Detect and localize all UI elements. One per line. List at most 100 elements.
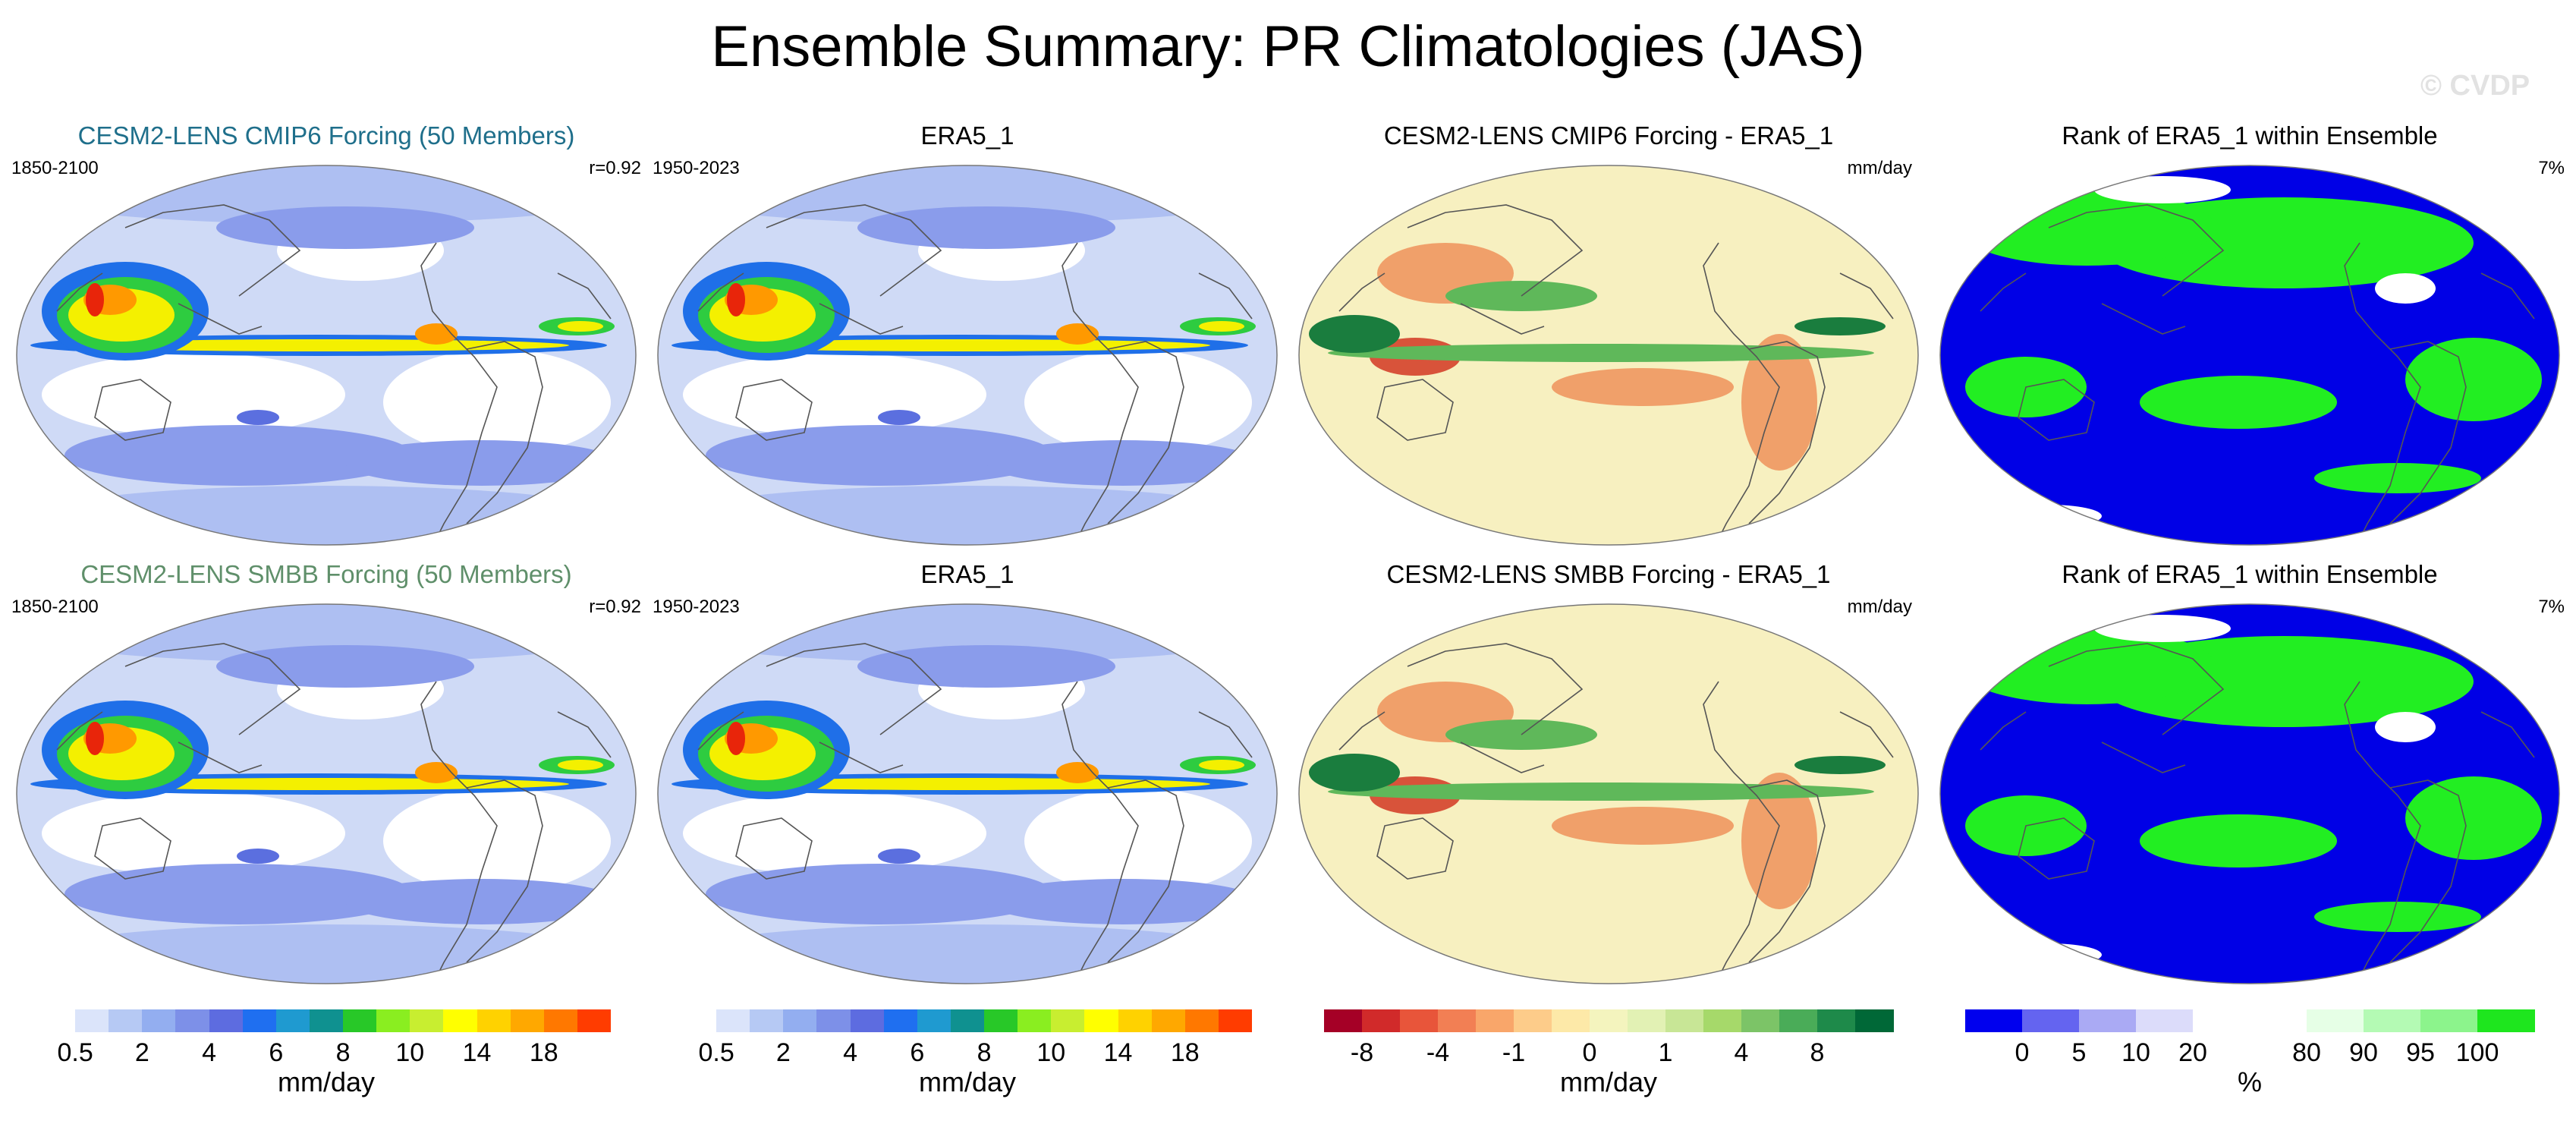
map-border — [16, 165, 637, 546]
coastline — [2344, 681, 2421, 978]
colorbar-swatch — [443, 1009, 478, 1032]
difference-map — [1298, 165, 1919, 546]
dry-bias-region — [1552, 368, 1734, 406]
colorbar-swatch — [175, 1009, 210, 1032]
coastline — [1338, 272, 1386, 312]
coastline — [1198, 711, 1253, 758]
map-fields — [17, 604, 636, 984]
difference-map — [1298, 603, 1919, 984]
atlantic-itcz — [558, 321, 603, 332]
colorbar-swatch — [1552, 1009, 1590, 1032]
panel-title: CESM2-LENS CMIP6 Forcing - ERA5_1 — [1383, 121, 1834, 150]
panel-title: ERA5_1 — [920, 560, 1014, 588]
period-label: 1950-2023 — [653, 158, 740, 178]
precip-map — [657, 165, 1278, 546]
colorbar-swatch — [783, 1009, 817, 1032]
high-rank-region — [2140, 376, 2337, 429]
colorbar-units: % — [2237, 1066, 2262, 1097]
colorbar-swatch — [1817, 1009, 1856, 1032]
monsoon-region — [727, 283, 745, 316]
colorbar-tick-label: 0.5 — [57, 1038, 93, 1067]
coastline — [1460, 742, 1545, 773]
colorbar-swatch — [1514, 1009, 1552, 1032]
colorbar-tick-label: 20 — [2178, 1038, 2207, 1067]
colorbar-tick-label: 4 — [843, 1038, 858, 1067]
wet-bias-band — [1328, 344, 1874, 362]
polar-band — [17, 924, 636, 984]
colorbar-tick-label: 95 — [2406, 1038, 2435, 1067]
colorbar-tick-label: 90 — [2349, 1038, 2378, 1067]
coastline — [1748, 341, 1826, 524]
high-rank-region — [2140, 814, 2337, 868]
colorbar-swatch — [577, 1009, 612, 1032]
dry-bias-region — [1741, 334, 1817, 471]
coastline — [124, 643, 301, 735]
colorbar-swatch — [75, 1009, 109, 1032]
map-fields — [1299, 165, 1918, 545]
colorbar-swatch — [1476, 1009, 1514, 1032]
corr-label: r=0.92 — [589, 158, 641, 178]
dry-zone — [383, 788, 611, 894]
coastline — [735, 817, 813, 880]
high-rank-region — [2314, 463, 2481, 493]
wet-bias-region — [1309, 315, 1400, 353]
coastline — [1107, 779, 1184, 963]
storm-track — [878, 410, 920, 425]
colorbar-swatch — [1018, 1009, 1052, 1032]
colorbar-swatch — [1218, 1009, 1253, 1032]
colorbar-tick-label: -4 — [1426, 1038, 1450, 1067]
map-fields — [1299, 604, 1918, 984]
coastline — [1460, 303, 1545, 335]
panel-rank-2: Rank of ERA5_1 within Ensemble 7% — [1935, 560, 2565, 1000]
coastline — [2480, 711, 2535, 758]
colorbar-swatch — [1590, 1009, 1628, 1032]
colorbar-swatch — [309, 1009, 344, 1032]
precip-map — [16, 165, 637, 546]
dry-zone — [1024, 788, 1252, 894]
map-fields — [17, 165, 636, 545]
pct-label: 7% — [2538, 158, 2565, 178]
coastline — [557, 272, 612, 320]
colorbar-swatch — [1741, 1009, 1780, 1032]
map-border — [1939, 603, 2560, 984]
colorbar-swatch — [2307, 1009, 2364, 1032]
colorbar-tick-label: 5 — [2071, 1038, 2087, 1067]
coastline — [2018, 379, 2095, 441]
colorbar-swatch — [2364, 1009, 2421, 1032]
colorbar-difference: mm/day -8 -4 -1 0 1 4 8 — [1324, 1009, 1894, 1097]
colorbar-units: mm/day — [277, 1066, 376, 1097]
colorbar-tick-label: 0.5 — [698, 1038, 734, 1067]
watermark: © CVDP — [2420, 70, 2530, 102]
dry-zone — [383, 349, 611, 455]
coastline — [420, 681, 498, 978]
coastline — [94, 817, 171, 880]
map-fields — [1940, 165, 2559, 545]
colorbar-rank: % 0 5 10 20 80 90 95 100 — [1965, 1009, 2535, 1097]
coastline — [1107, 341, 1184, 524]
colorbar-tick-label: 4 — [202, 1038, 217, 1067]
colorbar-tick-label: 18 — [529, 1038, 558, 1067]
colorbar-swatch — [917, 1009, 951, 1032]
coastline — [178, 742, 263, 773]
colorbar-swatch — [1151, 1009, 1186, 1032]
coastline — [2048, 204, 2225, 297]
monsoon-region — [86, 722, 104, 755]
colorbar-tick-label: 0 — [1582, 1038, 1597, 1067]
coastline — [466, 341, 543, 524]
storm-track — [706, 864, 1055, 924]
colorbar-swatch — [683, 1009, 717, 1032]
period-label: 1850-2100 — [11, 597, 99, 617]
pct-label: 7% — [2538, 597, 2565, 617]
colorbar-swatch — [109, 1009, 143, 1032]
colorbar-swatch — [816, 1009, 851, 1032]
storm-track — [986, 440, 1260, 486]
storm-track — [857, 645, 1115, 688]
main-title: Ensemble Summary: PR Climatologies (JAS) — [711, 14, 1865, 79]
coastline — [56, 711, 103, 751]
coastline — [2389, 341, 2467, 524]
neutral-region — [2375, 712, 2436, 742]
colorbar-swatch — [2477, 1009, 2535, 1032]
colorbar-swatch — [1051, 1009, 1085, 1032]
colorbar-swatch — [410, 1009, 444, 1032]
colorbar-swatch — [142, 1009, 176, 1032]
